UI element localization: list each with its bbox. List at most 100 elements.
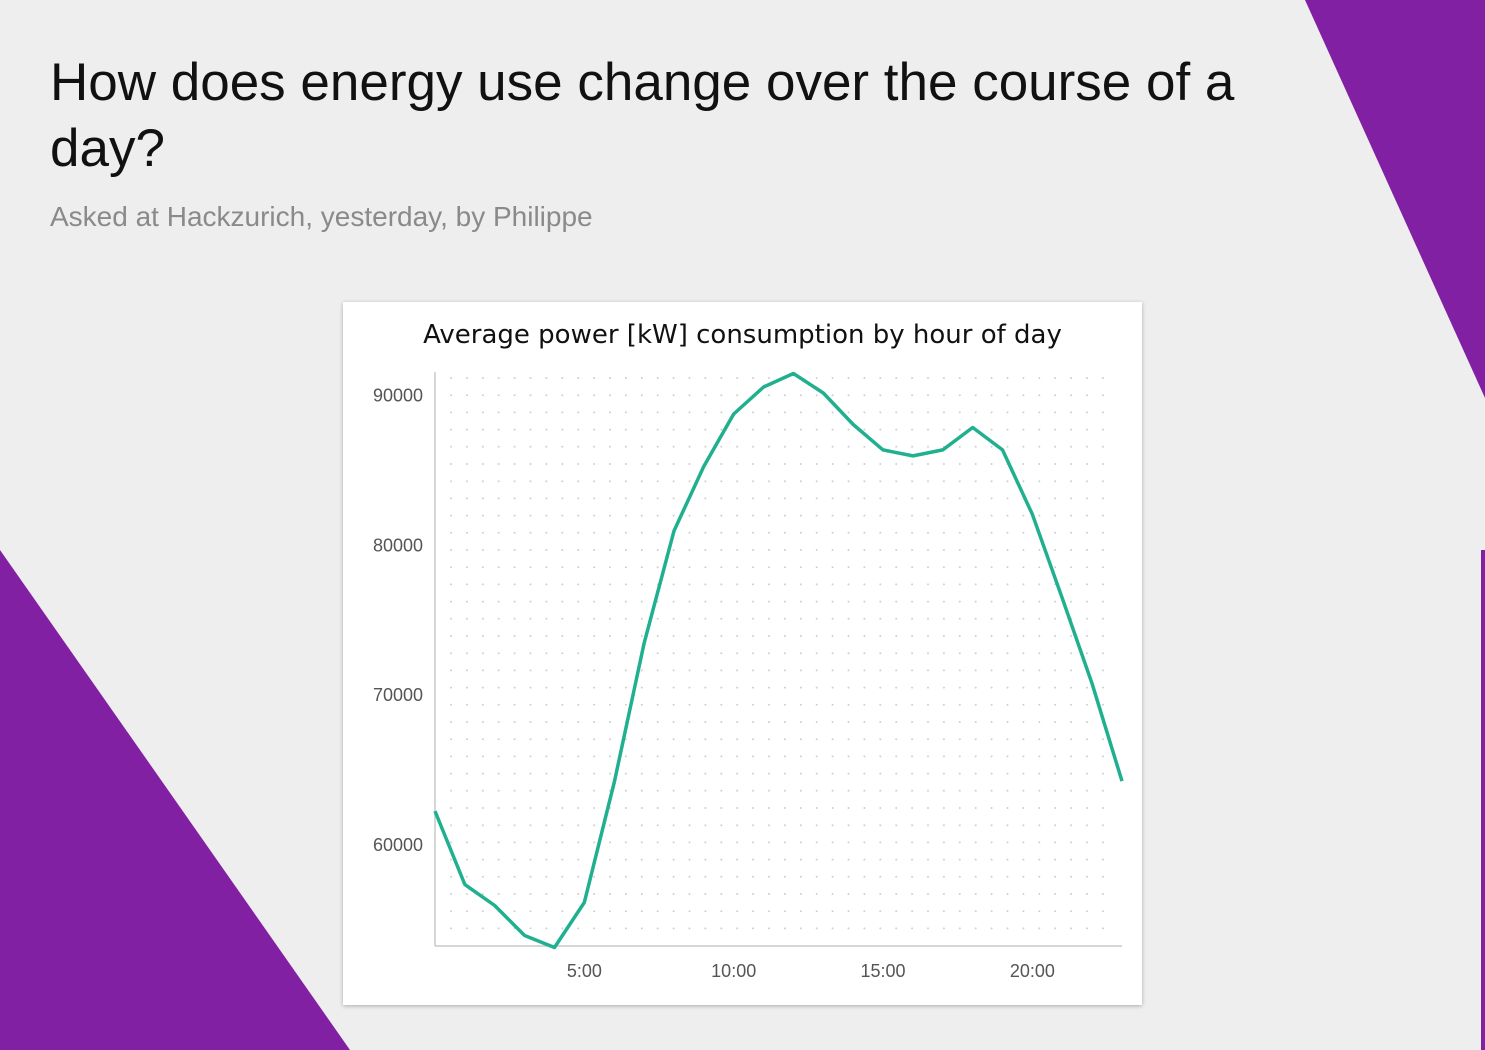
grid-dot — [624, 841, 627, 844]
grid-dot — [720, 703, 723, 706]
grid-dot — [958, 617, 961, 620]
grid-dot — [847, 875, 850, 878]
grid-dot — [593, 600, 596, 603]
grid-dot — [1101, 669, 1104, 672]
grid-dot — [799, 841, 802, 844]
grid-dot — [768, 669, 770, 672]
y-tick-label: 70000 — [373, 685, 423, 705]
grid-dot — [1054, 445, 1057, 448]
grid-dot — [958, 893, 961, 895]
grid-dot — [863, 910, 866, 913]
grid-dot — [577, 617, 580, 620]
grid-dot — [529, 463, 532, 465]
grid-dot — [513, 789, 516, 792]
grid-dot — [513, 807, 516, 809]
y-tick-label: 90000 — [373, 385, 423, 405]
grid-dot — [1086, 772, 1088, 775]
grid-dot — [1054, 703, 1057, 706]
grid-dot — [720, 893, 723, 895]
grid-dot — [450, 721, 452, 723]
grid-dot — [863, 755, 866, 758]
grid-dot — [497, 652, 500, 655]
grid-dot — [942, 566, 945, 569]
grid-dot — [561, 686, 564, 689]
grid-dot — [688, 858, 691, 861]
grid-dot — [450, 875, 452, 878]
grid-dot — [450, 566, 452, 569]
grid-dot — [815, 755, 818, 758]
grid-dot — [672, 927, 675, 930]
grid-dot — [1038, 807, 1041, 809]
grid-dot — [1006, 738, 1009, 741]
grid-dot — [1101, 789, 1104, 792]
grid-dot — [863, 514, 866, 517]
grid-dot — [958, 445, 961, 448]
grid-dot — [609, 910, 611, 913]
grid-dot — [609, 927, 611, 930]
grid-dot — [513, 824, 516, 827]
grid-dot — [450, 858, 452, 861]
grid-dot — [783, 600, 786, 603]
grid-dot — [561, 428, 564, 431]
grid-dot — [465, 772, 468, 775]
grid-dot — [497, 617, 500, 620]
grid-dot — [847, 617, 850, 620]
grid-dot — [561, 927, 564, 930]
grid-dot — [783, 566, 786, 569]
grid-dot — [799, 927, 802, 930]
grid-dot — [974, 893, 977, 895]
grid-dot — [1086, 394, 1088, 397]
grid-dot — [529, 514, 532, 517]
grid-dot — [640, 531, 643, 534]
grid-dot — [895, 411, 898, 414]
grid-dot — [640, 824, 643, 827]
grid-dot — [497, 738, 500, 741]
grid-dot — [481, 652, 484, 655]
grid-dot — [593, 686, 596, 689]
grid-dot — [895, 893, 898, 895]
grid-dot — [465, 721, 468, 723]
grid-dot — [942, 583, 945, 586]
grid-dot — [911, 480, 914, 483]
grid-dot — [704, 772, 707, 775]
grid-dot — [720, 514, 723, 517]
grid-dot — [529, 549, 532, 551]
grid-dot — [704, 583, 707, 586]
grid-dot — [863, 549, 866, 551]
grid-dot — [593, 394, 596, 397]
grid-dot — [465, 910, 468, 913]
grid-dot — [1006, 669, 1009, 672]
grid-dot — [497, 445, 500, 448]
grid-dot — [1054, 686, 1057, 689]
grid-dot — [974, 738, 977, 741]
grid-dot — [815, 480, 818, 483]
grid-dot — [927, 772, 929, 775]
grid-dot — [688, 721, 691, 723]
grid-dot — [577, 566, 580, 569]
grid-dot — [1006, 841, 1009, 844]
grid-dot — [577, 927, 580, 930]
grid-dot — [1054, 549, 1057, 551]
grid-dot — [450, 738, 452, 741]
grid-dot — [1101, 549, 1104, 551]
grid-dot — [942, 841, 945, 844]
grid-dot — [624, 583, 627, 586]
grid-dot — [831, 445, 834, 448]
grid-dot — [624, 394, 627, 397]
grid-dot — [720, 789, 723, 792]
grid-dot — [720, 858, 723, 861]
grid-dot — [1022, 635, 1025, 637]
grid-dot — [1054, 497, 1057, 500]
grid-dot — [831, 617, 834, 620]
grid-dot — [895, 807, 898, 809]
grid-dot — [593, 549, 596, 551]
grid-dot — [974, 549, 977, 551]
grid-dot — [974, 858, 977, 861]
grid-dot — [863, 721, 866, 723]
grid-dot — [450, 893, 452, 895]
grid-dot — [450, 652, 452, 655]
grid-dot — [1086, 910, 1088, 913]
grid-dot — [640, 514, 643, 517]
grid-dot — [879, 669, 882, 672]
grid-dot — [513, 652, 516, 655]
